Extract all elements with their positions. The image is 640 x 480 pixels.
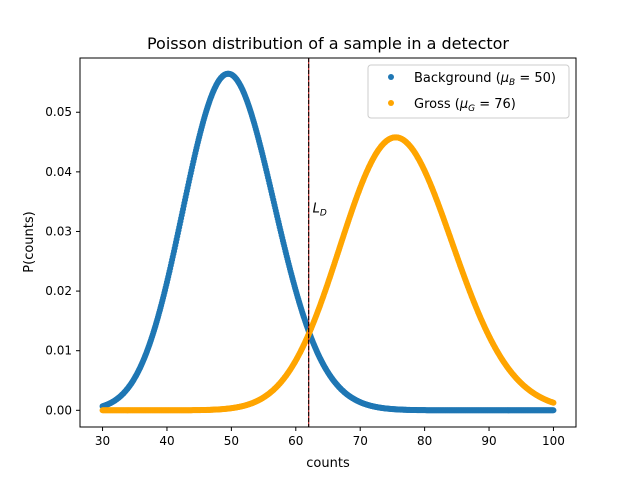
legend-marker-background bbox=[388, 74, 394, 80]
y-tick-label: 0.01 bbox=[45, 344, 72, 358]
legend-marker-gross bbox=[388, 100, 394, 106]
y-tick-label: 0.05 bbox=[45, 105, 72, 119]
legend-box bbox=[367, 64, 570, 119]
plot-frame bbox=[79, 57, 577, 428]
x-axis-label: counts bbox=[306, 456, 350, 471]
detection-limit-label: LD bbox=[313, 202, 327, 219]
legend: Background (μB = 50) Gross (μG = 76) bbox=[367, 64, 570, 119]
y-tick-label: 0.00 bbox=[45, 403, 72, 417]
x-tick-label: 90 bbox=[481, 434, 496, 448]
x-tick-label: 60 bbox=[288, 434, 303, 448]
chart-title: Poisson distribution of a sample in a de… bbox=[147, 34, 509, 53]
data-point bbox=[550, 407, 557, 414]
x-axis: 30 40 50 60 70 80 90 100 bbox=[95, 427, 565, 448]
y-axis: 0.00 0.01 0.02 0.03 0.04 0.05 bbox=[45, 105, 80, 417]
data-point bbox=[550, 399, 557, 406]
x-tick-label: 50 bbox=[224, 434, 239, 448]
x-tick-label: 70 bbox=[353, 434, 368, 448]
series-gross bbox=[99, 134, 557, 414]
legend-label-background: Background (μB = 50) bbox=[414, 71, 556, 88]
legend-label-gross: Gross (μG = 76) bbox=[414, 97, 516, 114]
x-tick-label: 30 bbox=[95, 434, 110, 448]
y-axis-label: P(counts) bbox=[22, 211, 37, 272]
y-tick-label: 0.02 bbox=[45, 284, 72, 298]
x-tick-label: 80 bbox=[417, 434, 432, 448]
x-tick-label: 40 bbox=[159, 434, 174, 448]
y-tick-label: 0.04 bbox=[45, 165, 72, 179]
series-background bbox=[99, 70, 557, 414]
x-tick-label: 100 bbox=[542, 434, 565, 448]
data-layer bbox=[99, 70, 557, 414]
y-tick-label: 0.03 bbox=[45, 224, 72, 238]
